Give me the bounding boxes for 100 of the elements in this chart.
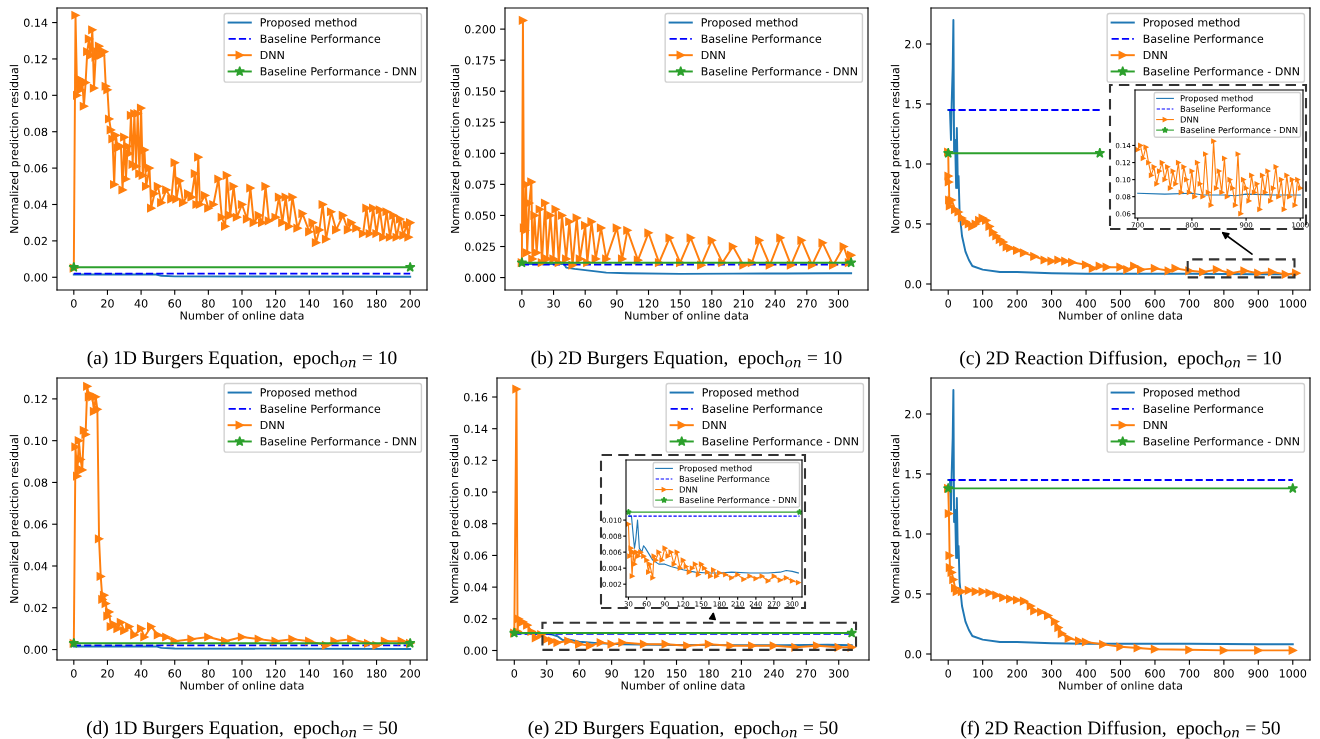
x-tick-label: 140 (299, 299, 320, 308)
legend-label: Baseline Performance - DNN (1180, 126, 1298, 134)
x-tick-label: 400 (1075, 299, 1096, 308)
y-tick-label: 0.10 (23, 436, 48, 446)
y-tick-label: 0.5 (905, 219, 921, 229)
y-axis-title: Normalized prediction residual (9, 65, 21, 233)
legend-label: Proposed method (1143, 388, 1240, 399)
x-tick-label: 0 (519, 299, 525, 308)
legend-label: Proposed method (1180, 95, 1253, 104)
x-tick-label: 180 (367, 669, 387, 678)
legend-label: DNN (1143, 420, 1167, 430)
y-tick-label: 0.04 (463, 583, 488, 592)
x-tick-label: 300 (828, 299, 849, 308)
legend-label: Proposed method (260, 18, 357, 29)
x-tick-label: 300 (1041, 669, 1062, 678)
x-tick-label: 400 (1075, 669, 1096, 678)
x-axis-title: Number of online data (180, 311, 304, 320)
x-tick-label: 150 (667, 669, 687, 678)
y-tick-label: 0.12 (23, 54, 47, 64)
x-tick-label: 300 (828, 669, 849, 678)
y-tick-label: 0.08 (23, 127, 48, 137)
x-tick-label: 90 (605, 669, 618, 678)
y-tick-label: 0.16 (463, 392, 488, 402)
x-tick-label: 100 (232, 299, 252, 308)
legend-label: Baseline Performance - DNN (701, 66, 857, 76)
y-tick-label: 0.0 (905, 649, 922, 659)
x-tick-label: 0 (945, 299, 952, 308)
x-tick-label: 200 (1007, 669, 1027, 678)
legend-label: Baseline Performance (701, 34, 822, 43)
y-tick-label: 0.10 (463, 488, 488, 497)
text: (c) 2D Reaction Diffusion, epoch$_{on}$ = 10 (960, 350, 1281, 369)
y-tick-label: 0.100 (464, 149, 496, 158)
x-tick-label: 200 (400, 299, 421, 308)
y-tick-label: 0.06 (23, 520, 48, 529)
x-tick-label: 0 (945, 669, 952, 678)
legend-label: DNN (260, 50, 284, 60)
y-tick-label: 0.125 (464, 118, 495, 127)
x-tick-label: 900 (1248, 299, 1269, 308)
legend-label: DNN (679, 486, 698, 493)
y-tick-label: 1.0 (905, 159, 922, 169)
y-axis-title: Normalized prediction residual (449, 435, 461, 603)
legend-label: Baseline Performance - DNN (260, 436, 416, 446)
x-tick-label: 60 (168, 299, 182, 308)
y-tick-label: 0.08 (23, 478, 48, 487)
x-tick-label: 90 (610, 299, 624, 308)
y-tick-label: 0.14 (463, 424, 488, 434)
y-tick-label: 2.0 (905, 409, 922, 419)
y-tick-label: 0.04 (23, 561, 48, 571)
text: (a) 1D Burgers Equation, epoch$_{on}$ = 10 (87, 350, 397, 369)
legend-label: DNN (260, 420, 284, 430)
x-tick-label: 500 (1110, 669, 1131, 678)
y-axis-title: Normalized prediction residual (890, 435, 902, 603)
x-tick-label: 60 (578, 299, 592, 308)
text: (d) 1D Burgers Equation, epoch$_{on}$ = 50 (87, 720, 397, 739)
y-tick-label: 0.14 (23, 18, 48, 27)
y-tick-label: 0.150 (464, 87, 496, 96)
x-tick-label: 800 (1214, 299, 1234, 308)
legend-label: Baseline Performance (260, 34, 381, 43)
y-tick-label: 0.02 (23, 236, 47, 246)
x-axis-title: Number of online data (1059, 311, 1182, 320)
legend-label: Baseline Performance (1180, 105, 1271, 113)
legend-label: DNN (701, 50, 725, 60)
x-tick-label: 60 (168, 669, 182, 678)
x-axis-title: Number of online data (1059, 681, 1182, 690)
legend-label: DNN (1180, 116, 1199, 123)
y-tick-label: 0.00 (23, 273, 48, 282)
x-tick-label: 300 (1041, 299, 1062, 308)
x-tick-label: 160 (333, 299, 353, 308)
y-tick-label: 0.050 (464, 211, 496, 220)
x-tick-label: 800 (1214, 669, 1234, 678)
x-tick-label: 1000 (1279, 299, 1307, 308)
x-tick-label: 180 (699, 669, 719, 678)
legend-label: Proposed method (701, 18, 798, 29)
x-tick-label: 80 (202, 669, 215, 678)
text: (b) 2D Burgers Equation, epoch$_{on}$ = 10 (531, 350, 842, 369)
legend-label: Baseline Performance (1143, 404, 1264, 413)
x-tick-label: 120 (634, 669, 654, 678)
x-tick-label: 0 (71, 669, 77, 678)
y-tick-label: 1.5 (905, 100, 921, 109)
legend-label: Baseline Performance - DNN (679, 496, 797, 504)
y-tick-label: 0.10 (23, 91, 48, 100)
x-tick-label: 20 (101, 299, 114, 308)
legend-label: Proposed method (1143, 18, 1240, 29)
x-tick-label: 150 (670, 299, 691, 308)
y-tick-label: 0.0 (905, 279, 922, 289)
y-tick-label: 0.000 (464, 273, 496, 282)
y-tick-label: 0.075 (464, 180, 495, 189)
legend-label: Baseline Performance - DNN (260, 66, 416, 76)
x-tick-label: 120 (639, 299, 659, 308)
x-tick-label: 600 (1145, 669, 1165, 678)
x-tick-label: 200 (1007, 299, 1027, 308)
y-tick-label: 1.5 (905, 470, 921, 479)
x-tick-label: 30 (547, 299, 560, 308)
y-axis-title: Normalized prediction residual (9, 435, 21, 603)
x-tick-label: 100 (973, 669, 993, 678)
y-tick-label: 1.0 (905, 529, 922, 539)
text: (f) 2D Reaction Diffusion, epoch$_{on}$ = 50 (961, 720, 1280, 739)
y-tick-label: 0.12 (463, 456, 487, 465)
text: (e) 2D Burgers Equation, epoch$_{on}$ = 50 (528, 720, 838, 739)
x-tick-label: 240 (765, 299, 786, 308)
